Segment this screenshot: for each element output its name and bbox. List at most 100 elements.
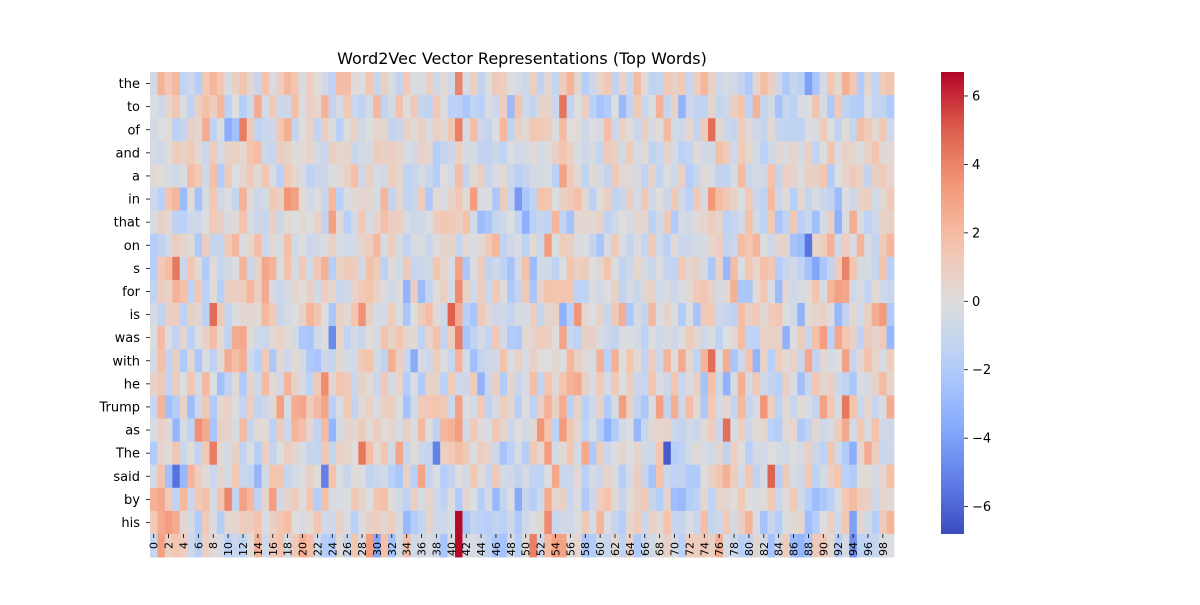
cell-said-29 — [365, 464, 374, 489]
cell-was-96 — [864, 326, 873, 350]
cell-that-51 — [529, 210, 538, 235]
cell-by-44 — [477, 487, 486, 512]
cell-as-86 — [789, 418, 798, 442]
cell-by-54 — [551, 487, 560, 512]
cell-and-70 — [670, 141, 679, 165]
cell-was-25 — [336, 326, 344, 350]
cell-a-72 — [685, 164, 694, 188]
cell-for-6 — [194, 279, 203, 304]
cell-the-96 — [864, 72, 873, 96]
cell-and-1 — [157, 141, 166, 165]
cell-in-55 — [559, 187, 567, 211]
cell-on-36 — [417, 233, 426, 258]
cell-on-33 — [395, 233, 404, 258]
cell-his-94 — [849, 510, 858, 535]
cell-on-74 — [700, 233, 709, 258]
cell-that-2 — [164, 210, 173, 235]
cell-to-75 — [708, 95, 716, 119]
cell-Trump-25 — [336, 395, 344, 419]
cell-by-65 — [633, 487, 642, 512]
cell-s-5 — [187, 256, 195, 281]
cell-with-96 — [864, 349, 873, 373]
cell-said-21 — [306, 464, 315, 489]
cell-that-81 — [752, 210, 761, 235]
cell-Trump-0 — [150, 395, 158, 419]
cell-as-49 — [514, 418, 523, 442]
cell-his-36 — [417, 510, 426, 535]
cell-he-62 — [611, 372, 620, 396]
cell-Trump-64 — [626, 395, 634, 419]
cell-his-31 — [380, 510, 389, 535]
cell-by-23 — [321, 487, 329, 512]
cell-a-25 — [336, 164, 344, 188]
cell-the-95 — [856, 72, 865, 96]
cell-with-95 — [856, 349, 865, 373]
cell-he-69 — [663, 372, 672, 396]
cell-by-17 — [276, 487, 285, 512]
cell-was-47 — [499, 326, 508, 350]
cell-with-33 — [395, 349, 404, 373]
cell-undefined-18 — [283, 534, 292, 558]
cell-his-33 — [395, 510, 404, 535]
cell-Trump-5 — [187, 395, 195, 419]
cell-with-9 — [216, 349, 225, 373]
cell-the-49 — [514, 72, 523, 96]
cell-and-98 — [879, 141, 887, 165]
cell-on-20 — [298, 233, 307, 258]
cell-that-30 — [373, 210, 381, 235]
cell-on-41 — [455, 233, 463, 258]
cell-by-53 — [544, 487, 553, 512]
x-tick-label: 18 — [282, 542, 295, 556]
cell-the-42 — [462, 72, 471, 96]
cell-Trump-18 — [283, 395, 292, 419]
cell-on-66 — [641, 233, 649, 258]
cell-a-92 — [834, 164, 843, 188]
cell-his-75 — [708, 510, 716, 535]
cell-to-5 — [187, 95, 195, 119]
cell-was-89 — [812, 326, 820, 350]
cell-on-86 — [789, 233, 798, 258]
cell-and-31 — [380, 141, 389, 165]
cell-said-0 — [150, 464, 158, 489]
cell-that-96 — [864, 210, 873, 235]
cell-of-41 — [455, 118, 463, 142]
cell-with-52 — [536, 349, 545, 373]
cell-in-73 — [693, 187, 701, 211]
cell-is-92 — [834, 303, 843, 327]
cell-as-85 — [782, 418, 791, 442]
cell-that-46 — [492, 210, 501, 235]
cell-the-85 — [782, 72, 791, 96]
cell-that-44 — [477, 210, 486, 235]
cell-with-43 — [469, 349, 478, 373]
cell-the-67 — [648, 72, 657, 96]
cell-Trump-4 — [179, 395, 188, 419]
cell-was-59 — [588, 326, 597, 350]
cell-said-20 — [298, 464, 307, 489]
cell-Trump-39 — [440, 395, 448, 419]
cell-and-96 — [864, 141, 873, 165]
cell-for-29 — [365, 279, 374, 304]
cell-as-93 — [841, 418, 850, 442]
cell-in-97 — [871, 187, 880, 211]
cell-Trump-89 — [812, 395, 820, 419]
cell-and-87 — [797, 141, 806, 165]
cell-with-94 — [849, 349, 858, 373]
cell-on-22 — [313, 233, 322, 258]
cell-as-48 — [507, 418, 515, 442]
cell-by-43 — [469, 487, 478, 512]
x-tick-label: 30 — [371, 542, 384, 556]
cell-as-46 — [492, 418, 501, 442]
cell-that-18 — [283, 210, 292, 235]
cell-his-68 — [655, 510, 664, 535]
x-tick-label: 60 — [594, 542, 607, 556]
cell-to-78 — [730, 95, 739, 119]
cell-for-94 — [849, 279, 858, 304]
cell-and-34 — [402, 141, 411, 165]
cell-with-83 — [767, 349, 776, 373]
cell-on-51 — [529, 233, 538, 258]
cell-for-42 — [462, 279, 471, 304]
cell-and-25 — [336, 141, 344, 165]
cell-The-57 — [574, 441, 582, 466]
cell-of-62 — [611, 118, 620, 142]
cell-the-99 — [886, 72, 895, 96]
